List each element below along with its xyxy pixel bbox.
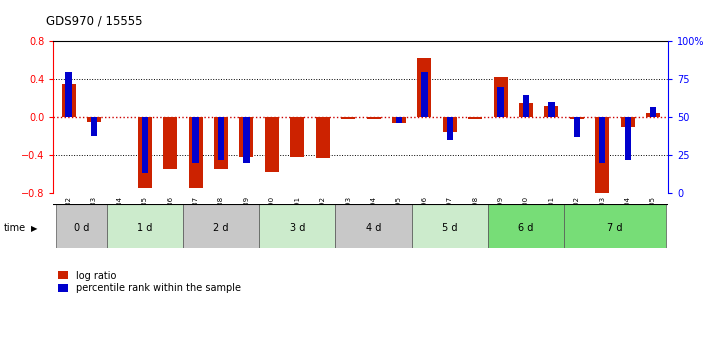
Text: 7 d: 7 d (607, 223, 623, 233)
Bar (421, 72, 427, 117)
Legend: log ratio, percentile rank within the sample: log ratio, percentile rank within the sa… (58, 270, 241, 294)
Bar (392, 117, 406, 123)
Text: 3 d: 3 d (289, 223, 305, 233)
Bar (87, 117, 101, 122)
Bar (396, 117, 402, 124)
Text: 0 d: 0 d (74, 223, 89, 233)
Bar (417, 58, 432, 117)
Bar (443, 117, 456, 131)
Bar (412, 204, 488, 248)
Bar (595, 117, 609, 195)
Bar (564, 204, 665, 248)
Bar (519, 103, 533, 117)
Bar (646, 112, 660, 117)
Bar (260, 204, 336, 248)
Bar (214, 117, 228, 169)
Bar (498, 87, 504, 117)
Bar (164, 117, 177, 169)
Bar (488, 204, 564, 248)
Bar (469, 117, 482, 119)
Bar (545, 106, 558, 117)
Bar (138, 117, 152, 188)
Bar (599, 117, 606, 163)
Bar (367, 117, 380, 119)
Bar (621, 117, 635, 127)
Text: GDS970 / 15555: GDS970 / 15555 (46, 14, 143, 28)
Bar (624, 117, 631, 160)
Bar (523, 95, 529, 117)
Bar (141, 117, 148, 174)
Bar (193, 117, 199, 163)
Text: 1 d: 1 d (137, 223, 152, 233)
Bar (65, 72, 72, 117)
Bar (548, 102, 555, 117)
Bar (62, 84, 75, 117)
Bar (447, 117, 453, 140)
Text: 5 d: 5 d (442, 223, 458, 233)
Text: 6 d: 6 d (518, 223, 534, 233)
Bar (574, 117, 580, 137)
Bar (341, 117, 355, 119)
Text: ▶: ▶ (31, 224, 37, 233)
Bar (188, 117, 203, 188)
Bar (290, 117, 304, 157)
Bar (336, 204, 412, 248)
Bar (107, 204, 183, 248)
Text: 2 d: 2 d (213, 223, 229, 233)
Bar (265, 117, 279, 172)
Bar (316, 117, 330, 158)
Bar (570, 117, 584, 119)
Bar (91, 117, 97, 136)
Bar (243, 117, 250, 163)
Bar (183, 204, 260, 248)
Bar (650, 107, 656, 117)
Bar (56, 204, 107, 248)
Bar (218, 117, 224, 160)
Bar (240, 117, 253, 157)
Text: time: time (4, 223, 26, 233)
Bar (493, 77, 508, 117)
Text: 4 d: 4 d (366, 223, 381, 233)
